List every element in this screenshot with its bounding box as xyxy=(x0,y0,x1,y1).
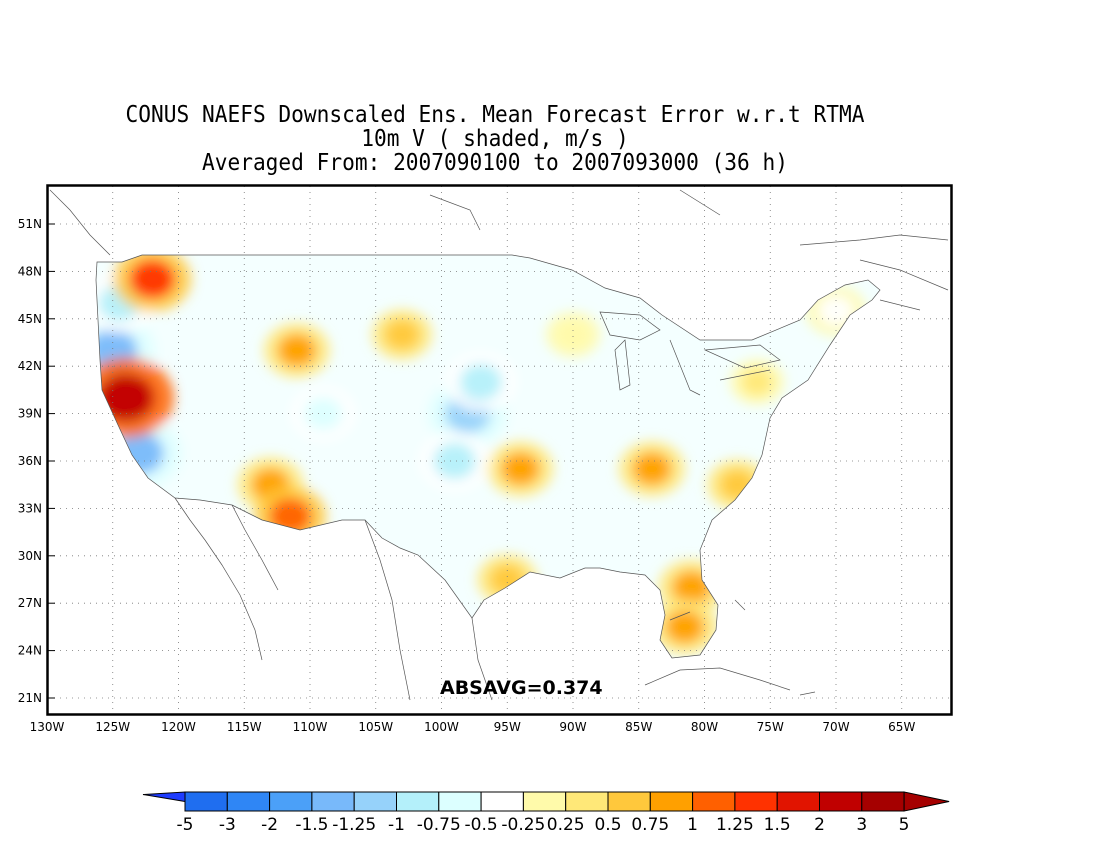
lat-label: 21N xyxy=(18,691,42,705)
field-blob-core xyxy=(384,319,420,350)
absavg-label: ABSAVG=0.374 xyxy=(440,677,603,699)
colorbar-swatch xyxy=(438,791,482,812)
field-blob-core xyxy=(818,295,854,326)
field-blob-core xyxy=(303,397,343,431)
colorbar-swatch xyxy=(311,791,355,812)
lon-label: 75W xyxy=(757,720,784,734)
colorbar-label: 2 xyxy=(814,815,825,835)
colorbar-swatch xyxy=(226,791,271,812)
lon-label: 85W xyxy=(625,720,652,734)
lat-label: 30N xyxy=(18,549,42,563)
title-line-1: CONUS NAEFS Downscaled Ens. Mean Forecas… xyxy=(125,102,865,128)
shaded-field xyxy=(96,255,880,658)
lat-label: 33N xyxy=(18,501,42,515)
colorbar-label: 3 xyxy=(856,815,867,835)
lon-label: 95W xyxy=(494,720,521,734)
colorbar-swatch xyxy=(692,791,736,812)
lon-label: 120W xyxy=(161,720,196,734)
field-blob-core xyxy=(277,333,317,367)
lon-label: 70W xyxy=(822,720,849,734)
map-frame xyxy=(46,184,953,716)
colorbar-swatch xyxy=(522,791,567,812)
longitude-labels: 130W 125W 120W 115W 110W 105W 100W 95W 90W 85W 80W… xyxy=(30,720,916,734)
colorbar-label: 5 xyxy=(899,815,910,835)
colorbar-label: -1 xyxy=(388,815,405,835)
conus-outline xyxy=(95,254,881,659)
lon-label: 105W xyxy=(358,720,393,734)
mexico-coast xyxy=(364,519,493,701)
colorbar-swatch xyxy=(396,791,440,812)
colorbar-label: -0.25 xyxy=(501,815,545,835)
field-blob-core xyxy=(557,321,589,349)
lon-label: 130W xyxy=(30,720,65,734)
lat-label: 24N xyxy=(18,644,42,658)
lat-label: 45N xyxy=(18,312,42,326)
colorbar-label: -3 xyxy=(219,815,236,835)
colorbar-label: -0.5 xyxy=(465,815,498,835)
colorbar-label: -2 xyxy=(261,815,278,835)
colorbar-label: 1.25 xyxy=(716,815,754,835)
colorbar-label: -1.25 xyxy=(332,815,376,835)
lon-label: 125W xyxy=(95,720,130,734)
title-line-3: Averaged From: 2007090100 to 2007093000 … xyxy=(201,150,789,176)
colorbar-swatch xyxy=(480,791,524,812)
field-blob-core xyxy=(433,443,476,479)
field-blob-core xyxy=(719,469,755,500)
lat-label: 48N xyxy=(18,264,42,278)
colorbar-label: 0.25 xyxy=(547,815,585,835)
colorbar-swatch xyxy=(565,791,609,812)
field-blob-core xyxy=(129,259,175,299)
colorbar-label: -5 xyxy=(177,815,194,835)
lat-label: 51N xyxy=(18,217,42,231)
colorbar-swatch xyxy=(649,791,694,812)
colorbar: -5 -3 -2 -1.5 -1.25 -1 -0.75 -0.5 -0.25 0.25 0.5 0.… xyxy=(142,791,950,835)
lon-label: 65W xyxy=(888,720,915,734)
field-blob-core xyxy=(459,364,502,400)
colorbar-swatch xyxy=(269,791,313,812)
colorbar-label: 1.5 xyxy=(764,815,791,835)
lon-label: 80W xyxy=(691,720,718,734)
caribbean-islands xyxy=(644,599,816,696)
latitude-labels: 51N 48N 45N 42N 39N 36N 33N 30N 27N 24N 21N xyxy=(18,217,42,705)
field-blob-core xyxy=(97,373,154,422)
colorbar-swatch xyxy=(353,791,398,812)
colorbar-swatch xyxy=(819,791,863,812)
field-blob-core xyxy=(741,368,773,396)
colorbar-swatch xyxy=(734,791,778,812)
colorbar-label: -1.5 xyxy=(295,815,328,835)
colorbar-swatch xyxy=(184,791,228,812)
lon-label: 110W xyxy=(293,720,328,734)
lat-label: 27N xyxy=(18,596,42,610)
lat-label: 36N xyxy=(18,454,42,468)
lon-label: 90W xyxy=(559,720,586,734)
lat-label: 42N xyxy=(18,359,42,373)
colorbar-right-arrow xyxy=(903,791,950,812)
field-blob-core xyxy=(665,610,705,644)
great-lakes xyxy=(599,311,781,396)
graticule xyxy=(48,186,951,714)
title-line-2: 10m V ( shaded, m/s ) xyxy=(361,126,629,152)
colorbar-label: 1 xyxy=(687,815,698,835)
field-blob-core xyxy=(114,432,164,475)
field-blob-core xyxy=(489,564,525,595)
colorbar-swatch xyxy=(776,791,821,812)
colorbar-label: 0.75 xyxy=(631,815,669,835)
baja-coast xyxy=(174,497,279,661)
field-blob-core xyxy=(672,570,711,604)
lon-label: 100W xyxy=(424,720,459,734)
lat-label: 39N xyxy=(18,407,42,421)
canada-coast xyxy=(49,189,949,311)
coastlines xyxy=(49,189,949,701)
colorbar-swatch xyxy=(607,791,651,812)
lon-label: 115W xyxy=(227,720,262,734)
colorbar-label: 0.5 xyxy=(594,815,621,835)
colorbar-swatch xyxy=(861,791,905,812)
colorbar-label: -0.75 xyxy=(417,815,461,835)
colorbar-left-arrow xyxy=(142,791,186,811)
